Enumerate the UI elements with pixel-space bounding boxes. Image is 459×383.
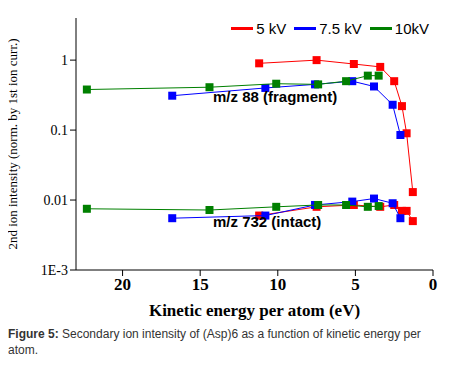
html-text:Figure 5: Secondary ion intens: Figure 5: Secondary ion intensity of (As… [8, 327, 421, 357]
svg-text:Kinetic energy per atom (eV): Kinetic energy per atom (eV) [149, 301, 360, 320]
svg-text:1E-3: 1E-3 [41, 263, 68, 278]
html-text:7.5 kV: 7.5 kV [319, 20, 362, 37]
svg-text:5: 5 [351, 275, 360, 294]
svg-text:0.1: 0.1 [51, 123, 69, 138]
svg-text:20: 20 [114, 275, 131, 294]
html-text:m/z 88 (fragment): m/z 88 (fragment) [213, 88, 338, 105]
svg-text:10: 10 [269, 275, 286, 294]
svg-text:0: 0 [429, 275, 438, 294]
html-text:10kV: 10kV [394, 20, 429, 37]
html-text:5 kV: 5 kV [256, 20, 287, 37]
svg-text:1: 1 [61, 53, 68, 68]
svg-text:0.01: 0.01 [44, 193, 69, 208]
html-text:m/z 732 (intact): m/z 732 (intact) [213, 213, 322, 230]
svg-text:2nd ion intensity (norm. by 1s: 2nd ion intensity (norm. by 1st ion curr… [8, 38, 20, 249]
svg-text:15: 15 [192, 275, 209, 294]
